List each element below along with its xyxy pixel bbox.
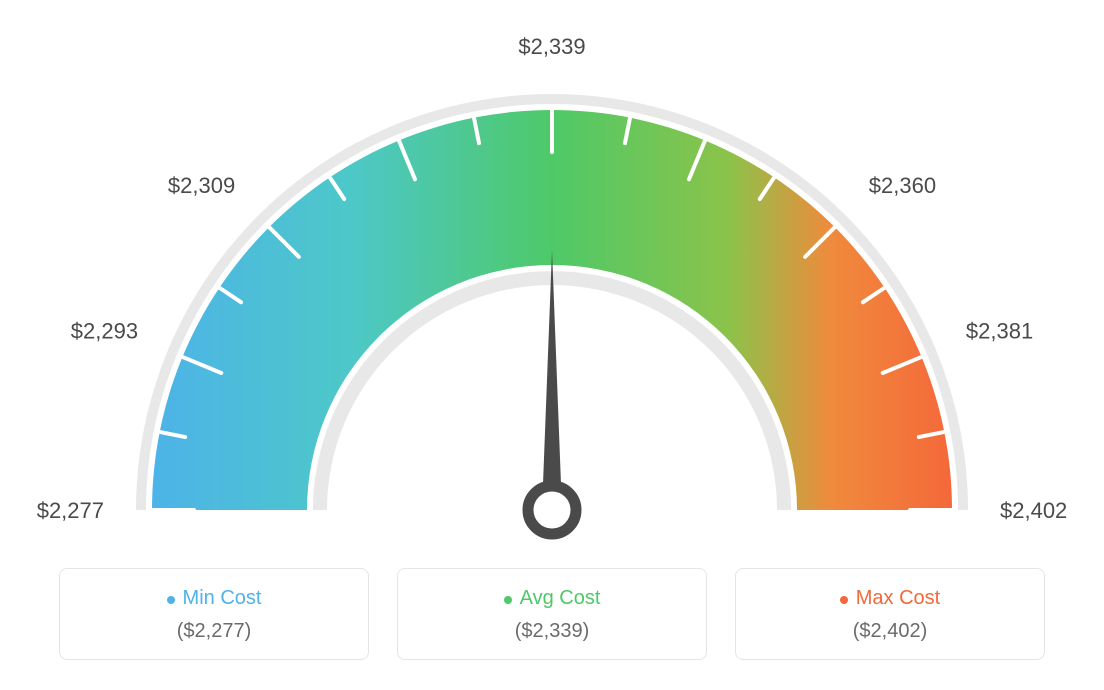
gauge-chart: $2,277$2,293$2,309$2,339$2,360$2,381$2,4…	[52, 20, 1052, 560]
legend-title: Avg Cost	[504, 587, 601, 610]
legend-card: Min Cost ($2,277)	[59, 568, 369, 660]
gauge-tick-label: $2,381	[966, 319, 1033, 344]
gauge-tick-label: $2,309	[168, 173, 235, 198]
legend-label: Max Cost	[856, 587, 940, 610]
legend-card: Max Cost ($2,402)	[735, 568, 1045, 660]
gauge-tick-label: $2,402	[1000, 498, 1067, 523]
legend-label: Avg Cost	[520, 587, 601, 610]
legend-dot-icon	[840, 596, 848, 604]
gauge-needle-hub	[528, 486, 576, 534]
legend-dot-icon	[167, 596, 175, 604]
gauge-tick-label: $2,339	[518, 34, 585, 59]
gauge-tick-label: $2,277	[37, 498, 104, 523]
gauge-needle	[542, 250, 562, 510]
legend-title: Min Cost	[167, 587, 262, 610]
legend-card: Avg Cost ($2,339)	[397, 568, 707, 660]
legend-title: Max Cost	[840, 587, 940, 610]
gauge-tick-label: $2,293	[71, 319, 138, 344]
legend-value: ($2,339)	[418, 620, 686, 643]
legend-dot-icon	[504, 596, 512, 604]
legend-row: Min Cost ($2,277) Avg Cost ($2,339) Max …	[59, 568, 1045, 660]
legend-label: Min Cost	[183, 587, 262, 610]
legend-value: ($2,402)	[756, 620, 1024, 643]
gauge-tick-label: $2,360	[869, 173, 936, 198]
legend-value: ($2,277)	[80, 620, 348, 643]
